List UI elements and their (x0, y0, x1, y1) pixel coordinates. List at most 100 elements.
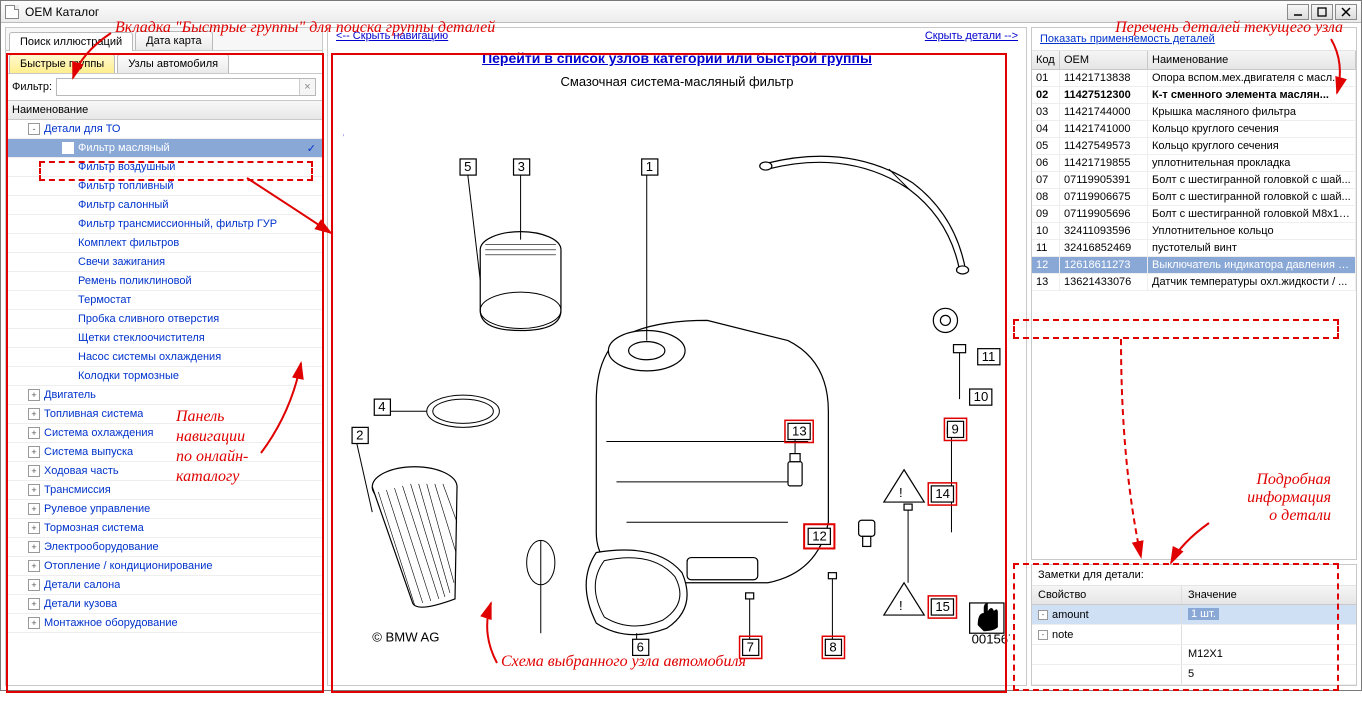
tree-item[interactable]: +Система охлаждения (6, 424, 322, 443)
prop-row[interactable]: M12X1 (1032, 645, 1356, 665)
table-row[interactable]: 1212618611273Выключатель индикатора давл… (1032, 257, 1356, 274)
expand-icon[interactable]: + (28, 427, 40, 439)
cell-code: 02 (1032, 87, 1060, 103)
hide-nav-link[interactable]: <-- Скрыть навигацию (336, 30, 448, 42)
close-button[interactable] (1335, 4, 1357, 20)
table-row[interactable]: 0807119906675Болт с шестигранной головко… (1032, 189, 1356, 206)
tree-item[interactable]: Фильтр трансмиссионный, фильтр ГУР (6, 215, 322, 234)
tree-item-label: Двигатель (44, 389, 96, 401)
tree-item-label: Фильтр салонный (78, 199, 169, 211)
expand-icon[interactable]: + (28, 465, 40, 477)
table-row[interactable]: 0611421719855уплотнительная прокладка (1032, 155, 1356, 172)
tree-item[interactable]: Щетки стеклоочистителя (6, 329, 322, 348)
tree-item-label: Насос системы охлаждения (78, 351, 221, 363)
tree-item[interactable]: Ремень поликлиновой (6, 272, 322, 291)
svg-text:12: 12 (812, 528, 827, 543)
cell-code: 09 (1032, 206, 1060, 222)
tree-item[interactable]: +Детали кузова (6, 595, 322, 614)
svg-text:5: 5 (464, 159, 471, 174)
collapse-icon[interactable]: - (28, 123, 40, 135)
tree-item[interactable]: +Электрооборудование (6, 538, 322, 557)
expand-icon[interactable]: + (28, 408, 40, 420)
tree-item[interactable]: Насос системы охлаждения (6, 348, 322, 367)
expand-icon[interactable]: + (28, 579, 40, 591)
collapse-icon[interactable]: - (1038, 610, 1048, 620)
table-row[interactable]: 0411421741000Кольцо круглого сечения (1032, 121, 1356, 138)
minimize-button[interactable] (1287, 4, 1309, 20)
tree-item[interactable]: Пробка сливного отверстия (6, 310, 322, 329)
expand-icon[interactable]: + (28, 389, 40, 401)
tree-item-label: Детали для ТО (44, 123, 120, 135)
expand-icon[interactable]: + (28, 598, 40, 610)
tab-illustrations[interactable]: Поиск иллюстраций (9, 32, 133, 51)
tree-item[interactable]: Комплект фильтров (6, 234, 322, 253)
table-row[interactable]: 1313621433076Датчик температуры охл.жидк… (1032, 274, 1356, 291)
tree-item[interactable]: +Тормозная система (6, 519, 322, 538)
cell-code: 08 (1032, 189, 1060, 205)
table-row[interactable]: 1032411093596Уплотнительное кольцо (1032, 223, 1356, 240)
tree-item[interactable]: + Детали салона (6, 576, 322, 595)
center-panel: <-- Скрыть навигацию Скрыть детали --> П… (327, 27, 1027, 686)
tree-item-label: Детали салона (44, 579, 120, 591)
tree-item[interactable]: Фильтр масляный✓ (6, 139, 322, 158)
tree-item[interactable]: Фильтр топливный (6, 177, 322, 196)
cell-oem: 32416852469 (1060, 240, 1148, 256)
tree-item[interactable]: Колодки тормозные (6, 367, 322, 386)
expand-icon[interactable]: + (28, 503, 40, 515)
tree-item-label: Ремень поликлиновой (78, 275, 192, 287)
table-row[interactable]: 1132416852469пустотелый винт (1032, 240, 1356, 257)
applicability-link[interactable]: Показать применяемость деталей (1032, 28, 1356, 51)
tree-item[interactable]: + Ходовая часть (6, 462, 322, 481)
tree-item[interactable]: +Система выпуска (6, 443, 322, 462)
cell-code: 11 (1032, 240, 1060, 256)
tree-item[interactable]: +Топливная система (6, 405, 322, 424)
table-row[interactable]: 0511427549573Кольцо круглого сечения (1032, 138, 1356, 155)
subtab-quickgroups[interactable]: Быстрые группы (9, 54, 115, 73)
tree-item[interactable]: Свечи зажигания (6, 253, 322, 272)
tree-item[interactable]: +Отопление / кондиционирование (6, 557, 322, 576)
cell-oem: 07119905696 (1060, 206, 1148, 222)
hide-detail-link[interactable]: Скрыть детали --> (925, 30, 1018, 42)
table-row[interactable]: 0311421744000Крышка масляного фильтра (1032, 104, 1356, 121)
tree-item[interactable]: +Трансмиссия (6, 481, 322, 500)
prop-head: Свойство Значение (1032, 586, 1356, 605)
table-row[interactable]: 0707119905391Болт с шестигранной головко… (1032, 172, 1356, 189)
tree-item[interactable]: + Двигатель (6, 386, 322, 405)
collapse-icon[interactable]: - (1038, 630, 1048, 640)
maximize-button[interactable] (1311, 4, 1333, 20)
expand-icon[interactable]: + (28, 446, 40, 458)
tree-item[interactable]: +Монтажное оборудование (6, 614, 322, 633)
prop-row[interactable]: -note (1032, 625, 1356, 645)
exploded-diagram[interactable]: ! ! 123456789101112131415 (344, 99, 1010, 673)
cell-code: 12 (1032, 257, 1060, 273)
part-detail-panel: Заметки для детали: Свойство Значение -a… (1031, 564, 1357, 686)
filter-clear-icon[interactable]: × (299, 79, 315, 95)
tree-item[interactable]: +Рулевое управление (6, 500, 322, 519)
expand-icon[interactable]: + (28, 484, 40, 496)
cell-code: 04 (1032, 121, 1060, 137)
table-row[interactable]: 0211427512300К-т сменного элемента масля… (1032, 87, 1356, 104)
tree-item-label: Ходовая часть (44, 465, 119, 477)
prop-row[interactable]: -amount1 шт. (1032, 605, 1356, 625)
parts-tree[interactable]: -Детали для ТОФильтр масляный✓Фильтр воз… (6, 120, 322, 685)
cell-name: Датчик температуры охл.жидкости / ... (1148, 274, 1356, 290)
window-title: OEM Каталог (25, 5, 1287, 19)
cell-name: Уплотнительное кольцо (1148, 223, 1356, 239)
titlebar: OEM Каталог (1, 1, 1361, 23)
tab-datacard[interactable]: Дата карта (135, 31, 213, 50)
table-row[interactable]: 0111421713838Опора вспом.мех.двигателя с… (1032, 70, 1356, 87)
category-link[interactable]: Перейти в список узлов категории или быс… (482, 50, 872, 66)
expand-icon[interactable]: + (28, 560, 40, 572)
table-row[interactable]: 0907119905696Болт с шестигранной головко… (1032, 206, 1356, 223)
prop-row[interactable]: 5 (1032, 665, 1356, 685)
tree-item[interactable]: Фильтр салонный (6, 196, 322, 215)
expand-icon[interactable]: + (28, 617, 40, 629)
tree-item[interactable]: Фильтр воздушный (6, 158, 322, 177)
parts-table: Код OEM Наименование 0111421713838Опора … (1032, 51, 1356, 559)
tree-item[interactable]: -Детали для ТО (6, 120, 322, 139)
filter-input[interactable] (57, 79, 299, 95)
subtab-carunits[interactable]: Узлы автомобиля (117, 54, 229, 73)
expand-icon[interactable]: + (28, 522, 40, 534)
expand-icon[interactable]: + (28, 541, 40, 553)
tree-item[interactable]: Термостат (6, 291, 322, 310)
